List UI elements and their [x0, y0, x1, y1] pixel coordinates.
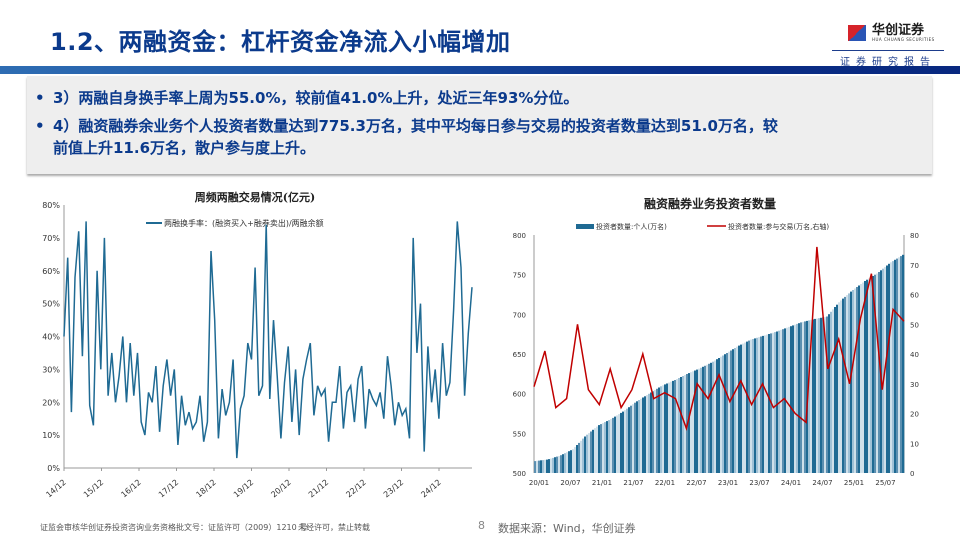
data-source: 数据来源：Wind，华创证券 [498, 522, 636, 535]
svg-text:投资者数量:个人(万名): 投资者数量:个人(万名) [596, 222, 667, 231]
logo-divider [832, 50, 944, 51]
svg-text:750: 750 [513, 272, 526, 280]
svg-text:21/01: 21/01 [592, 479, 612, 487]
svg-text:15/12: 15/12 [82, 478, 105, 500]
svg-text:23/01: 23/01 [718, 479, 738, 487]
svg-text:10: 10 [910, 440, 919, 448]
page-number: 8 [478, 519, 485, 532]
svg-text:两融换手率：(融资买入+融券卖出)/两融余额: 两融换手率：(融资买入+融券卖出)/两融余额 [164, 218, 324, 228]
svg-text:550: 550 [513, 430, 526, 438]
bullet-text-continuation: 前值上升11.6万名，散户参与度上升。 [53, 139, 316, 157]
svg-text:60%: 60% [42, 267, 60, 276]
turnover-chart: 周频两融交易情况(亿元) 两融换手率：(融资买入+融券卖出)/两融余额 0% 10% 2… [30, 185, 480, 505]
svg-text:22/07: 22/07 [686, 479, 706, 487]
bullet-item: • 3）两融自身换手率上周为55.0%，较前值41.0%上升，处近三年93%分位。 [35, 89, 579, 107]
license-text: 证监会审核华创证券投资咨询业务资格批文号：证监许可（2009）1210 号 [40, 523, 308, 532]
svg-text:周频两融交易情况(亿元): 周频两融交易情况(亿元) [195, 190, 315, 204]
svg-text:18/12: 18/12 [194, 478, 217, 500]
svg-text:20/12: 20/12 [269, 478, 292, 500]
report-label: 证券研究报告 [840, 57, 936, 68]
svg-text:19/12: 19/12 [232, 478, 255, 500]
logo-cube-icon [848, 25, 866, 41]
svg-text:24/12: 24/12 [419, 478, 442, 500]
svg-text:80: 80 [910, 232, 919, 240]
page-title: 1.2、两融资金：杠杆资金净流入小幅增加 [50, 28, 511, 56]
svg-text:40%: 40% [42, 333, 60, 342]
svg-text:20%: 20% [42, 398, 60, 407]
bullet-item: • 4）融资融券余业务个人投资者数量达到775.3万名，其中平均每日参与交易的投资… [35, 115, 915, 159]
svg-text:50%: 50% [42, 300, 60, 309]
svg-text:23/07: 23/07 [749, 479, 769, 487]
svg-text:0%: 0% [47, 464, 60, 473]
svg-text:22/12: 22/12 [344, 478, 367, 500]
svg-text:融资融券业务投资者数量: 融资融券业务投资者数量 [644, 196, 776, 211]
company-logo: 华创证券 HUA CHUANG SECURITIES [848, 24, 935, 42]
svg-text:50: 50 [910, 321, 919, 329]
bullet-text: 3）两融自身换手率上周为55.0%，较前值41.0%上升，处近三年93%分位。 [53, 89, 579, 107]
svg-text:17/12: 17/12 [157, 478, 180, 500]
bullet-text: 4）融资融券余业务个人投资者数量达到775.3万名，其中平均每日参与交易的投资者… [53, 117, 778, 135]
svg-text:25/07: 25/07 [875, 479, 895, 487]
logo-name: 华创证券 [872, 23, 925, 38]
svg-text:20/01: 20/01 [529, 479, 549, 487]
svg-text:24/01: 24/01 [781, 479, 801, 487]
copyright-notice: 未经许可，禁止转载 [298, 523, 370, 532]
svg-text:23/12: 23/12 [382, 478, 405, 500]
svg-text:60: 60 [910, 292, 919, 300]
svg-text:30%: 30% [42, 365, 60, 374]
svg-text:16/12: 16/12 [119, 478, 142, 500]
svg-text:24/07: 24/07 [812, 479, 832, 487]
svg-text:0: 0 [910, 470, 914, 478]
svg-text:600: 600 [513, 391, 526, 399]
svg-text:80%: 80% [42, 201, 60, 210]
investor-count-chart: 融资融券业务投资者数量投资者数量:个人(万名) 投资者数量:参与交易(万名,右轴)… [490, 185, 930, 505]
svg-text:800: 800 [513, 232, 526, 240]
logo-english: HUA CHUANG SECURITIES [872, 37, 935, 42]
summary-box: • 3）两融自身换手率上周为55.0%，较前值41.0%上升，处近三年93%分位。… [27, 76, 932, 174]
svg-text:14/12: 14/12 [44, 478, 67, 500]
svg-text:700: 700 [513, 311, 526, 319]
svg-text:40: 40 [910, 351, 919, 359]
svg-text:25/01: 25/01 [844, 479, 864, 487]
svg-text:投资者数量:参与交易(万名,右轴): 投资者数量:参与交易(万名,右轴) [728, 222, 829, 231]
svg-text:22/01: 22/01 [655, 479, 675, 487]
svg-text:20/07: 20/07 [560, 479, 580, 487]
svg-text:650: 650 [513, 351, 526, 359]
svg-text:10%: 10% [42, 431, 60, 440]
svg-text:20: 20 [910, 411, 919, 419]
svg-text:30: 30 [910, 381, 919, 389]
header-bar [0, 66, 960, 74]
svg-text:21/12: 21/12 [307, 478, 330, 500]
svg-text:21/07: 21/07 [623, 479, 643, 487]
turnover-line-chart: 周频两融交易情况(亿元) 两融换手率：(融资买入+融券卖出)/两融余额 0% 10% 2… [42, 190, 473, 500]
svg-text:70: 70 [910, 262, 919, 270]
svg-text:70%: 70% [42, 234, 60, 243]
svg-text:500: 500 [513, 470, 526, 478]
